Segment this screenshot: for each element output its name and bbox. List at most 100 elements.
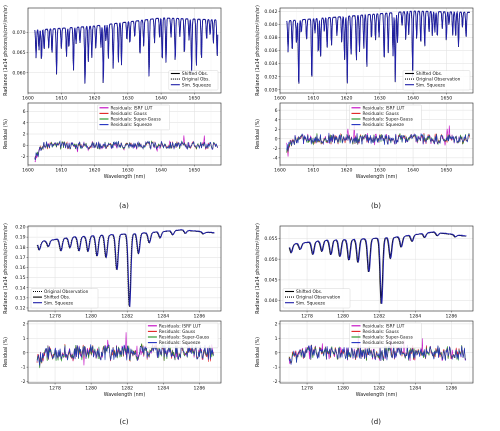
y-tick-label: 0.12 (15, 306, 25, 312)
legend-label: Original Observation (296, 295, 341, 301)
legend-item: Sim. Squeeze (33, 300, 74, 306)
x-tick-label: 1640 (155, 96, 167, 102)
legend-box (282, 288, 351, 309)
panel-b: 1600 1610 1620 1630 1640 16500.0300.0320.0340… (255, 5, 474, 210)
legend-label: Residuals: Gauss (159, 329, 196, 335)
y-tick-label: 6 (23, 109, 26, 115)
y-tick-label: 0.070 (12, 30, 25, 36)
legend-item: Residuals: Super-Gauss (351, 117, 414, 123)
legend-item: Original Observation (33, 289, 89, 295)
x-tick-label: 1600 (22, 168, 34, 174)
residual-line-residuals-squeeze (288, 344, 467, 365)
y-tick-label: -1 (273, 365, 278, 371)
series-line-shifted-obs- (288, 231, 466, 304)
radiance-plot: 1278 1280 1282 1284 1286 0.12 0.13 0.14 0.15 0.16… (3, 223, 222, 320)
legend-label: Sim. Squeeze (416, 82, 446, 88)
x-tick-label: 1630 (374, 168, 386, 174)
x-tick-label: 1630 (374, 96, 386, 102)
legend-box (30, 288, 99, 309)
x-tick-label: 1640 (407, 168, 419, 174)
residual-plot: 1278 1280 1282 1284 1286 -2 -1 0 1 2 Residual (%) W… (255, 320, 474, 398)
series-line-sim-squeeze (286, 10, 470, 84)
radiance-series (34, 17, 219, 84)
legend-item: Residuals: ISRF LUT (147, 323, 201, 329)
legend-label: Residuals: Squeeze (362, 340, 404, 346)
y-axis-label: Radiance (1e14 photons/s/cm²/nm/sr) (3, 223, 9, 314)
x-tick-label: 1278 (301, 386, 313, 392)
legend-label: Shifted Obs. (182, 71, 208, 77)
y-axis-label: Radiance (1e14 photons/s/cm²/nm/sr) (255, 5, 261, 96)
y-tick-label: 0.038 (264, 35, 277, 41)
legend-label: Residuals: Squeeze (110, 122, 152, 128)
legend-item: Sim. Squeeze (405, 82, 446, 88)
legend: Shifted Obs.Original Obs.Sim. Squeeze (168, 70, 219, 91)
legend-item: Residuals: ISRF LUT (351, 323, 405, 329)
radiance-plot: 1278 1280 1282 1284 1286 0.040 0.045 0.050 0.055… (255, 223, 474, 320)
y-tick-label: 1 (23, 336, 26, 342)
y-tick-label: 6 (275, 108, 278, 114)
x-tick-label: 1620 (89, 168, 101, 174)
y-tick-labels: -2 0 2 4 6 (21, 109, 28, 160)
legend-label: Residuals: ISRF LUT (159, 323, 201, 329)
legend-item: Residuals: Super-Gauss (351, 335, 414, 341)
legend-label: Residuals: ISRF LUT (362, 323, 404, 329)
x-tick-label: 1650 (189, 168, 201, 174)
legend-label: Shifted Obs. (44, 295, 70, 301)
x-tick-labels: 1600 1610 1620 1630 1640 1650 (22, 93, 200, 102)
axes-frame (279, 225, 474, 312)
x-axis-label: Wavelength (nm) (104, 174, 146, 180)
y-tick-label: 0.13 (15, 295, 25, 301)
axes-frame (279, 7, 474, 94)
x-tick-label: 1630 (122, 96, 134, 102)
x-tick-label: 1650 (189, 96, 201, 102)
legend-item: Residuals: ISRF LUT (351, 105, 405, 111)
radiance-series (288, 231, 467, 304)
legend-label: Residuals: Super-Gauss (362, 117, 413, 123)
radiance-series (36, 228, 215, 308)
x-tick-label: 1610 (307, 168, 319, 174)
x-tick-label: 1280 (337, 314, 349, 320)
radiance-plot: 1600 1610 1620 1630 1640 1650 0.060 0.065 0.070R… (3, 5, 222, 102)
x-tick-label: 1286 (194, 314, 206, 320)
y-tick-label: 2 (275, 127, 278, 133)
legend-item: Residuals: ISRF LUT (99, 105, 153, 111)
legend-box (168, 70, 219, 91)
residual-series (286, 124, 470, 157)
legend-box (349, 322, 422, 349)
x-tick-label: 1278 (49, 386, 61, 392)
legend-label: Residuals: Super-Gauss (362, 335, 413, 341)
x-tick-labels: 1600 1610 1620 1630 1640 1650 (274, 93, 452, 102)
series-line-sim-squeeze (289, 231, 467, 304)
legend-item: Sim. Squeeze (285, 300, 326, 306)
y-tick-label: 0.18 (15, 245, 25, 251)
x-tick-label: 1284 (409, 386, 421, 392)
radiance-series (286, 10, 470, 84)
y-tick-labels: -4 -2 0 2 4 6 (273, 108, 280, 161)
legend-item: Residuals: Squeeze (147, 340, 201, 346)
x-tick-label: 1640 (407, 96, 419, 102)
x-tick-label: 1280 (337, 386, 349, 392)
y-axis-label: Residual (%) (255, 119, 261, 149)
residual-line-residuals-squeeze (36, 344, 214, 366)
y-tick-label: 0.040 (264, 298, 277, 304)
y-axis-label: Radiance (1e14 photons/s/cm²/nm/sr) (3, 5, 9, 96)
x-tick-labels: 1278 1280 1282 1284 1286 (301, 383, 457, 392)
x-tick-label: 1282 (373, 386, 385, 392)
x-tick-label: 1284 (157, 386, 169, 392)
radiance-plot: 1600 1610 1620 1630 1640 16500.0300.0320.0340… (255, 5, 474, 102)
y-tick-label: 0.19 (15, 235, 25, 241)
panel-c: 1278 1280 1282 1284 1286 0.12 0.13 0.14 0.15 0.16… (3, 223, 222, 426)
y-tick-label: 0.055 (264, 236, 277, 242)
x-tick-label: 1620 (89, 96, 101, 102)
x-tick-label: 1286 (446, 314, 458, 320)
y-tick-label: -2 (273, 379, 278, 385)
x-axis-label: Wavelength (nm) (356, 174, 398, 180)
legend-label: Shifted Obs. (296, 289, 322, 295)
y-tick-labels: -2 -1 0 1 2 (273, 321, 280, 385)
